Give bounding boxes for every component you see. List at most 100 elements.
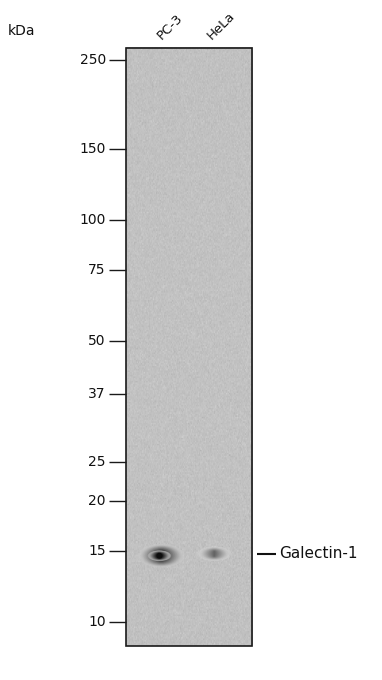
Ellipse shape [212, 551, 216, 556]
Ellipse shape [149, 548, 174, 564]
Ellipse shape [154, 552, 165, 559]
Ellipse shape [154, 552, 165, 559]
Ellipse shape [152, 551, 167, 560]
Ellipse shape [152, 552, 167, 560]
Ellipse shape [141, 545, 182, 566]
Ellipse shape [154, 552, 165, 559]
Text: 25: 25 [88, 455, 106, 469]
Ellipse shape [147, 547, 175, 564]
Ellipse shape [161, 552, 162, 560]
Ellipse shape [197, 546, 231, 561]
Ellipse shape [144, 546, 178, 565]
Ellipse shape [158, 554, 161, 558]
Ellipse shape [147, 550, 172, 561]
Ellipse shape [152, 549, 170, 562]
Ellipse shape [205, 549, 224, 559]
Ellipse shape [156, 550, 167, 561]
Ellipse shape [155, 553, 164, 559]
Ellipse shape [154, 553, 164, 559]
Ellipse shape [154, 552, 165, 559]
Ellipse shape [198, 547, 231, 561]
Ellipse shape [207, 549, 222, 558]
Ellipse shape [142, 545, 181, 566]
Ellipse shape [155, 553, 163, 559]
Ellipse shape [155, 550, 168, 562]
Ellipse shape [154, 549, 169, 562]
Ellipse shape [206, 549, 222, 558]
Ellipse shape [153, 552, 166, 560]
Ellipse shape [207, 549, 221, 558]
Ellipse shape [142, 545, 180, 566]
Ellipse shape [149, 551, 170, 561]
Ellipse shape [151, 551, 168, 560]
Ellipse shape [212, 551, 217, 557]
Ellipse shape [148, 551, 171, 561]
Ellipse shape [157, 554, 162, 558]
Ellipse shape [210, 550, 219, 558]
Ellipse shape [157, 554, 162, 558]
Ellipse shape [204, 548, 225, 559]
Ellipse shape [146, 547, 176, 564]
Ellipse shape [199, 547, 230, 560]
Ellipse shape [148, 547, 175, 564]
Ellipse shape [145, 546, 178, 565]
Ellipse shape [160, 552, 162, 560]
Text: 100: 100 [79, 213, 106, 227]
Ellipse shape [210, 550, 219, 557]
Ellipse shape [204, 548, 224, 559]
Ellipse shape [158, 551, 165, 560]
Ellipse shape [213, 551, 215, 556]
Ellipse shape [204, 548, 225, 559]
Ellipse shape [157, 554, 162, 558]
Text: HeLa: HeLa [205, 10, 238, 42]
Ellipse shape [211, 550, 217, 557]
Ellipse shape [202, 548, 226, 560]
Ellipse shape [151, 548, 172, 563]
Text: 10: 10 [88, 615, 106, 629]
Ellipse shape [151, 549, 172, 563]
Ellipse shape [206, 549, 223, 558]
Ellipse shape [158, 554, 161, 558]
Ellipse shape [198, 547, 230, 561]
Ellipse shape [157, 551, 166, 561]
Ellipse shape [142, 545, 181, 566]
Ellipse shape [159, 551, 163, 560]
Ellipse shape [151, 551, 168, 560]
Ellipse shape [149, 551, 170, 560]
Ellipse shape [159, 554, 160, 558]
Ellipse shape [147, 547, 176, 564]
Ellipse shape [155, 550, 167, 562]
Ellipse shape [197, 546, 232, 561]
Ellipse shape [152, 551, 167, 560]
Ellipse shape [159, 554, 160, 558]
Ellipse shape [151, 551, 168, 560]
Ellipse shape [197, 546, 231, 561]
Ellipse shape [210, 550, 219, 558]
Ellipse shape [141, 545, 181, 566]
Ellipse shape [200, 547, 228, 560]
Text: 20: 20 [88, 494, 106, 508]
Ellipse shape [197, 546, 231, 561]
Ellipse shape [208, 549, 220, 558]
Ellipse shape [209, 550, 219, 558]
Text: 15: 15 [88, 545, 106, 558]
Ellipse shape [138, 544, 185, 568]
Ellipse shape [159, 554, 160, 558]
Ellipse shape [209, 549, 220, 558]
Ellipse shape [145, 547, 178, 565]
Ellipse shape [150, 551, 168, 560]
Ellipse shape [149, 547, 174, 564]
Ellipse shape [139, 544, 184, 567]
Ellipse shape [150, 548, 173, 563]
Ellipse shape [153, 552, 166, 560]
Ellipse shape [153, 549, 170, 562]
Ellipse shape [207, 549, 222, 558]
Bar [126, 48, 252, 646]
Ellipse shape [139, 545, 183, 567]
Ellipse shape [149, 551, 170, 560]
Ellipse shape [149, 551, 170, 561]
Text: 50: 50 [88, 334, 106, 348]
Text: PC-3: PC-3 [155, 12, 185, 42]
Ellipse shape [201, 547, 228, 560]
Ellipse shape [154, 552, 165, 559]
